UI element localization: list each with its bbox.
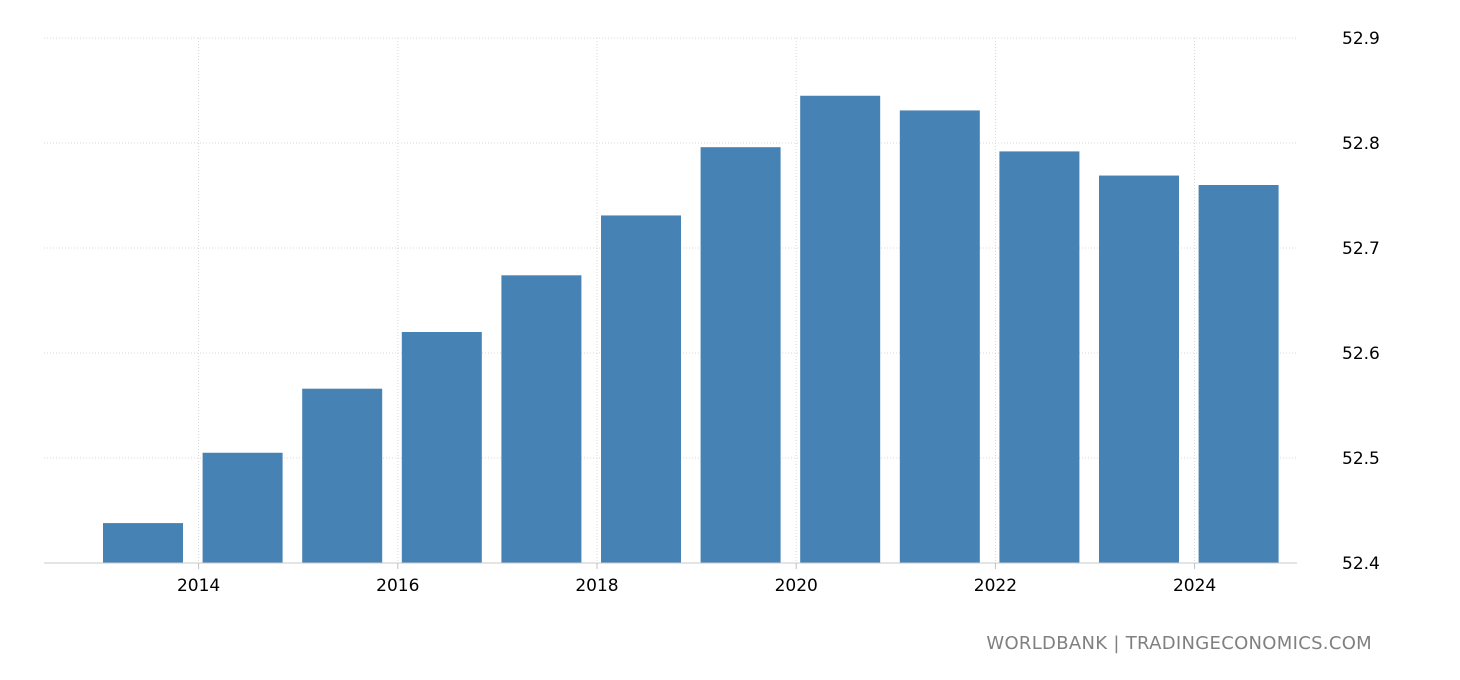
bar[interactable] bbox=[700, 147, 781, 563]
bar[interactable] bbox=[1198, 185, 1279, 563]
bar[interactable] bbox=[601, 215, 681, 563]
x-tick-label: 2020 bbox=[775, 576, 818, 596]
x-tick-label: 2018 bbox=[575, 576, 618, 596]
y-tick-label: 52.8 bbox=[1342, 134, 1380, 154]
bar[interactable] bbox=[202, 452, 283, 563]
y-tick-label: 52.6 bbox=[1342, 344, 1380, 364]
y-tick-label: 52.7 bbox=[1342, 239, 1380, 259]
bar[interactable] bbox=[302, 388, 383, 563]
x-axis-ticks: 2014 2016 2018 2020 2022 2024 bbox=[177, 563, 1216, 596]
bar[interactable] bbox=[501, 275, 582, 563]
bar[interactable] bbox=[999, 151, 1080, 563]
bar[interactable] bbox=[401, 332, 482, 563]
y-tick-label: 52.5 bbox=[1342, 449, 1380, 469]
x-tick-label: 2022 bbox=[974, 576, 1017, 596]
y-axis-ticks: 52.4 52.5 52.6 52.7 52.8 52.9 bbox=[1342, 29, 1380, 574]
bars bbox=[103, 95, 1279, 564]
x-tick-label: 2024 bbox=[1173, 576, 1216, 596]
bar[interactable] bbox=[800, 95, 881, 563]
x-tick-label: 2016 bbox=[376, 576, 419, 596]
y-tick-label: 52.9 bbox=[1342, 29, 1380, 49]
source-credit: WORLDBANK | TRADINGECONOMICS.COM bbox=[986, 633, 1372, 654]
bar[interactable] bbox=[899, 110, 980, 563]
bar[interactable] bbox=[1099, 175, 1179, 564]
bar[interactable] bbox=[103, 523, 183, 563]
y-tick-label: 52.4 bbox=[1342, 554, 1380, 574]
x-tick-label: 2014 bbox=[177, 576, 220, 596]
